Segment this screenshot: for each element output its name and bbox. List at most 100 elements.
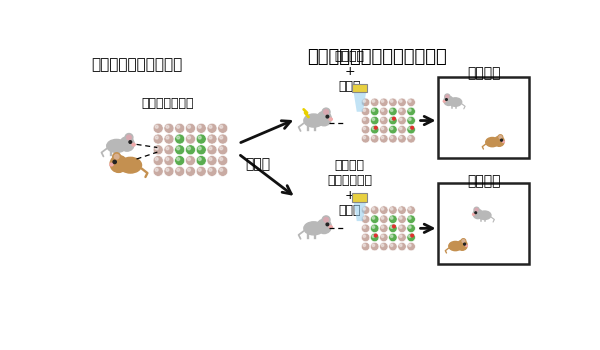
Circle shape <box>326 223 329 226</box>
Ellipse shape <box>119 158 142 173</box>
Circle shape <box>398 233 406 242</box>
Circle shape <box>363 226 365 228</box>
Circle shape <box>464 243 466 245</box>
Circle shape <box>361 116 370 125</box>
Circle shape <box>494 136 504 146</box>
Circle shape <box>398 98 406 106</box>
Circle shape <box>398 242 406 251</box>
Circle shape <box>372 217 374 219</box>
Circle shape <box>198 158 201 161</box>
Circle shape <box>207 155 217 166</box>
Circle shape <box>400 136 402 139</box>
Text: 【社会性記憶の形成】: 【社会性記憶の形成】 <box>91 57 182 72</box>
Circle shape <box>398 116 406 125</box>
Ellipse shape <box>110 163 113 166</box>
Circle shape <box>446 95 449 98</box>
Circle shape <box>363 100 365 102</box>
Circle shape <box>187 147 190 150</box>
Circle shape <box>363 244 365 246</box>
Circle shape <box>370 125 379 134</box>
Ellipse shape <box>449 98 461 106</box>
Circle shape <box>380 98 388 106</box>
Circle shape <box>322 216 330 224</box>
Circle shape <box>187 158 190 161</box>
Circle shape <box>372 127 374 130</box>
Circle shape <box>389 107 397 116</box>
Circle shape <box>185 134 196 144</box>
Circle shape <box>220 168 223 171</box>
Circle shape <box>198 147 201 150</box>
Circle shape <box>380 224 388 233</box>
Circle shape <box>361 206 370 214</box>
Circle shape <box>220 158 223 161</box>
Circle shape <box>361 134 370 143</box>
Circle shape <box>198 136 201 139</box>
Circle shape <box>361 224 370 233</box>
Text: 電気刺激
+
青色光: 電気刺激 + 青色光 <box>335 50 365 93</box>
Circle shape <box>389 98 397 106</box>
Circle shape <box>380 107 388 116</box>
Circle shape <box>370 215 379 223</box>
Circle shape <box>407 215 415 223</box>
Circle shape <box>361 215 370 223</box>
Circle shape <box>372 118 374 120</box>
Circle shape <box>155 168 158 171</box>
Circle shape <box>400 244 402 246</box>
Circle shape <box>129 141 131 144</box>
Circle shape <box>389 233 397 242</box>
Circle shape <box>363 208 365 210</box>
Circle shape <box>370 107 379 116</box>
Circle shape <box>392 117 395 120</box>
Circle shape <box>175 145 185 155</box>
Circle shape <box>209 168 212 171</box>
Circle shape <box>372 109 374 111</box>
Circle shape <box>196 134 206 144</box>
Circle shape <box>370 224 379 233</box>
Circle shape <box>444 96 453 105</box>
Circle shape <box>389 125 397 134</box>
Ellipse shape <box>107 139 127 153</box>
Circle shape <box>175 123 185 133</box>
Circle shape <box>407 206 415 214</box>
Ellipse shape <box>329 226 332 228</box>
Circle shape <box>381 127 384 130</box>
Text: 社会性記憶痕跡: 社会性記憶痕跡 <box>141 97 194 111</box>
Circle shape <box>407 116 415 125</box>
Ellipse shape <box>304 222 323 235</box>
Circle shape <box>499 136 502 139</box>
Circle shape <box>370 242 379 251</box>
Circle shape <box>176 136 179 139</box>
Bar <box>439 183 529 264</box>
Circle shape <box>398 107 406 116</box>
Ellipse shape <box>304 114 323 127</box>
Circle shape <box>153 145 163 155</box>
Circle shape <box>155 125 158 128</box>
Circle shape <box>196 123 206 133</box>
Circle shape <box>446 99 447 100</box>
Circle shape <box>196 155 206 166</box>
Circle shape <box>175 155 185 166</box>
Circle shape <box>370 206 379 214</box>
Circle shape <box>207 134 217 144</box>
Circle shape <box>381 235 384 237</box>
Circle shape <box>372 235 374 237</box>
Circle shape <box>113 160 116 163</box>
Circle shape <box>218 155 228 166</box>
Circle shape <box>380 116 388 125</box>
Circle shape <box>361 125 370 134</box>
Ellipse shape <box>443 100 445 102</box>
Circle shape <box>370 134 379 143</box>
Ellipse shape <box>503 141 505 142</box>
Circle shape <box>196 166 206 176</box>
Circle shape <box>113 153 121 161</box>
Circle shape <box>475 212 476 214</box>
Circle shape <box>391 136 393 139</box>
Circle shape <box>155 136 158 139</box>
Ellipse shape <box>449 241 462 251</box>
Circle shape <box>198 168 201 171</box>
Circle shape <box>409 127 411 130</box>
Circle shape <box>363 127 365 130</box>
Circle shape <box>389 134 397 143</box>
Circle shape <box>381 226 384 228</box>
Circle shape <box>409 136 411 139</box>
